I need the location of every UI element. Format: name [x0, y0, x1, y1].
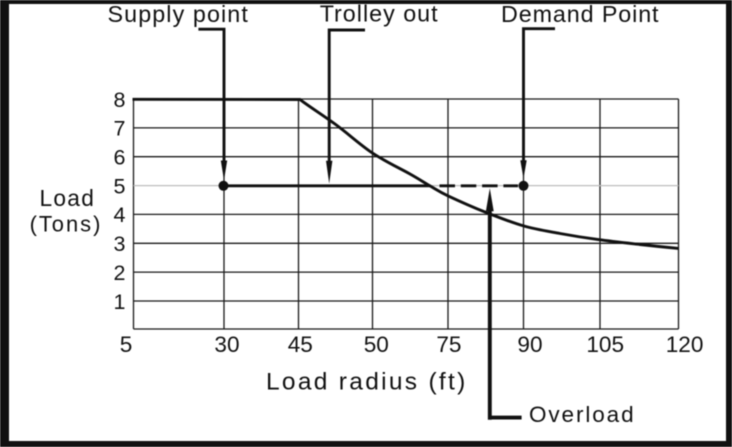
- svg-text:30: 30: [214, 332, 239, 357]
- svg-text:5: 5: [114, 174, 126, 198]
- svg-text:3: 3: [114, 232, 126, 256]
- svg-text:105: 105: [586, 332, 624, 357]
- svg-text:120: 120: [666, 332, 704, 357]
- svg-text:Load radius (ft): Load radius (ft): [266, 369, 468, 396]
- svg-text:Load: Load: [39, 185, 95, 211]
- svg-text:75: 75: [436, 332, 461, 357]
- svg-text:2: 2: [114, 261, 126, 285]
- svg-text:(Tons): (Tons): [30, 212, 103, 237]
- svg-text:6: 6: [114, 146, 126, 170]
- svg-text:Overload: Overload: [529, 402, 636, 427]
- svg-text:Demand Point: Demand Point: [501, 1, 659, 27]
- svg-text:45: 45: [288, 332, 313, 357]
- svg-text:Supply point: Supply point: [108, 1, 249, 27]
- svg-text:Trolley out: Trolley out: [320, 1, 439, 27]
- svg-text:5: 5: [120, 332, 133, 357]
- svg-text:50: 50: [364, 332, 389, 357]
- svg-text:4: 4: [114, 203, 126, 227]
- svg-text:1: 1: [114, 290, 126, 314]
- svg-text:90: 90: [517, 332, 542, 357]
- svg-text:8: 8: [114, 88, 126, 112]
- svg-text:7: 7: [114, 117, 126, 141]
